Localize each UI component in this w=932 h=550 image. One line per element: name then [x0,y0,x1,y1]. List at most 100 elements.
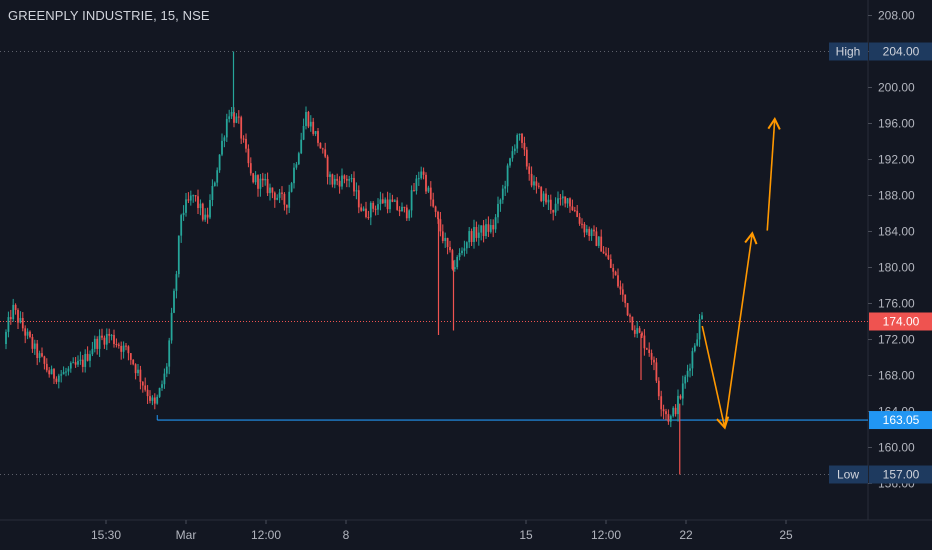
candle-body [597,236,600,246]
candle-body [45,363,48,371]
candle-body [43,356,46,364]
candle-body [105,333,108,345]
candle-body [101,335,103,338]
candle-body [283,193,286,205]
candle-body [609,259,612,268]
candle-body [115,343,118,345]
y-tick-label: 200.00 [878,81,915,95]
candle-body [297,153,300,165]
candle-body [353,178,355,192]
candle-body [98,335,101,349]
candle-body [170,312,173,341]
candle-body [417,178,420,180]
candle-body [290,183,293,192]
candle-body [456,256,459,268]
x-tick-label: 15 [519,528,533,542]
candle-body [607,255,610,260]
candle-body [441,231,444,242]
candle-body [338,180,341,187]
candle-body [408,210,411,219]
candle-body [691,351,694,369]
candle-body [473,226,475,242]
candle-body [564,196,567,204]
candle-body [523,142,526,150]
candle-body [223,137,226,141]
candle-body [365,208,367,218]
candle-body [477,232,480,238]
candle-body [125,345,127,347]
candle-body [367,217,370,219]
x-tick-label: Mar [176,528,197,542]
candle-body [266,179,269,194]
candle-body [357,190,360,208]
support-price-value: 163.05 [883,413,920,427]
candle-body [168,340,171,367]
candle-body [165,366,168,374]
candle-body [113,335,115,344]
candle-body [317,131,319,143]
high-tag-box [829,42,868,61]
candle-body [144,385,147,390]
candle-body [132,359,135,365]
candle-body [401,206,403,212]
y-tick-label: 184.00 [878,225,915,239]
candle-body [300,139,303,154]
candle-body [513,148,516,152]
candle-body [573,210,576,212]
candle-body [264,179,267,181]
candle-body [600,236,603,252]
candle-body [453,267,456,269]
candle-body [693,345,696,352]
candle-body [686,370,689,377]
candle-body [204,214,207,220]
candle-body [50,369,53,375]
candle-body [211,185,214,201]
candle-body [629,315,631,317]
candle-body [434,206,437,212]
candle-body [120,345,123,352]
candle-body [321,148,324,150]
candle-body [420,171,423,179]
candle-body [698,319,701,340]
candle-body [233,112,235,123]
candle-body [235,116,238,123]
candle-body [665,411,667,415]
candle-body [206,214,209,218]
candle-body [626,303,629,316]
candle-body [117,344,120,346]
candle-body [55,378,58,382]
candle-body [141,381,144,386]
candle-body [65,371,67,373]
candle-body [458,253,461,257]
candle-body [530,173,533,186]
candle-body [398,209,401,212]
candle-body [96,338,99,349]
candle-body [425,174,427,192]
candle-body [245,138,247,149]
candle-body [307,112,310,127]
candle-body [657,380,660,397]
candle-body [91,348,94,355]
candle-body [372,202,375,209]
candle-body [643,335,646,349]
candle-body [151,397,154,401]
candle-body [129,353,132,360]
candle-body [415,178,418,191]
high-tag-label: High [836,45,861,59]
candle-body [333,178,336,185]
candle-body [134,364,137,374]
candle-body [175,274,178,291]
candle-body [163,373,166,385]
candle-body [341,175,343,187]
candle-body [650,352,653,360]
candle-body [468,231,471,243]
candle-body [506,165,509,187]
candle-body [81,359,84,367]
candle-body [369,202,372,218]
candle-body [485,224,487,237]
candle-body [396,200,399,210]
x-tick-label: 12:00 [591,528,621,542]
candle-body [14,304,17,310]
high-price-box [869,42,932,61]
